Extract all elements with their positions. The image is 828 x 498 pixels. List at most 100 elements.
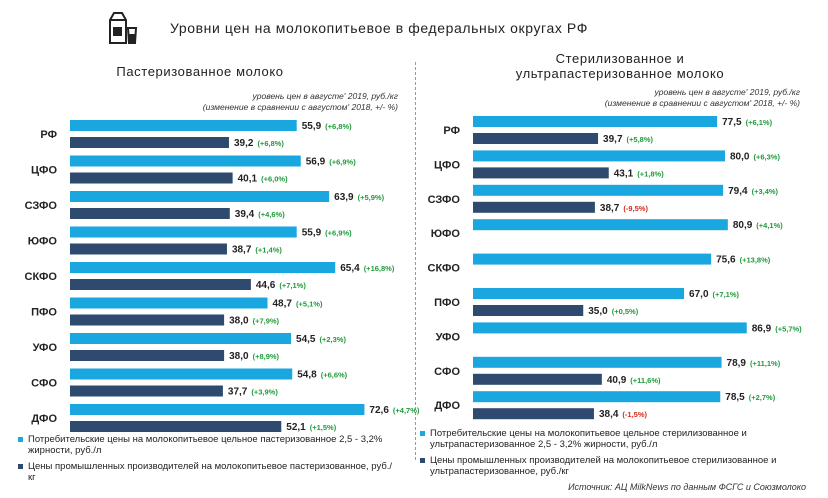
category-label: ДФО: [31, 413, 57, 425]
bar-producer: [473, 133, 599, 144]
legend-label: Потребительские цены на молокопитьевое ц…: [430, 428, 747, 450]
right-note-line2: (изменение в сравнении с августом' 2018,…: [604, 98, 800, 108]
bar-producer: [473, 167, 609, 179]
milk-carton-and-glass-icon: [109, 12, 138, 44]
category-label: СФО: [31, 378, 57, 390]
bar-consumer: [70, 368, 293, 380]
data-label: 77,5 (+6,1%): [722, 117, 772, 128]
bar-consumer: [70, 333, 292, 344]
left-panel-title: Пастеризованное молоко: [116, 64, 284, 79]
category-label: СЗФО: [25, 200, 58, 212]
data-label: 39,2 (+6,8%): [234, 138, 284, 149]
legend-item-producer: Цены промышленных производителей на моло…: [420, 455, 812, 477]
legend-swatch-producer: [420, 458, 425, 463]
category-label: ДФО: [434, 400, 460, 412]
data-label: 55,9 (+6,8%): [302, 121, 352, 132]
data-label: 39,4 (+4,6%): [235, 209, 285, 220]
bar-producer: [70, 314, 225, 326]
data-label: 79,4 (+3,4%): [728, 186, 778, 197]
category-label: ПФО: [434, 297, 460, 309]
data-label: 67,0 (+7,1%): [689, 289, 739, 300]
legend-swatch-consumer: [420, 431, 425, 436]
bar-consumer: [70, 404, 365, 415]
bar-producer: [70, 385, 223, 397]
data-label: 65,4 (+16,8%): [340, 263, 395, 274]
bar-consumer: [473, 219, 728, 231]
bar-consumer: [473, 116, 718, 127]
data-label: 39,7 (+5,8%): [603, 134, 653, 145]
legend-swatch-producer: [18, 464, 23, 469]
bar-consumer: [70, 120, 297, 131]
data-label: 40,9 (+11,6%): [607, 375, 661, 386]
legend-label: Потребительские цены на молокопитьевое ц…: [28, 434, 383, 456]
data-label: 72,6 (+4,7%): [369, 405, 419, 416]
left-bar-chart: РФ 55,9 (+6,8%) 39,2 (+6,8%) ЦФО 56,9 (+6,9%) 40…: [25, 120, 420, 433]
bar-consumer: [473, 288, 685, 299]
panel-divider: [415, 62, 416, 460]
bar-consumer: [70, 191, 330, 202]
data-label: 38,0 (+8,9%): [229, 351, 279, 362]
bar-consumer: [70, 297, 268, 309]
data-label: 38,7 (-9,5%): [600, 203, 649, 214]
legend-item-producer: Цены промышленных производителей на моло…: [18, 461, 398, 483]
source-note: Источник: АЦ MilkNews по данным ФСГС и С…: [568, 482, 806, 492]
data-label: 37,7 (+3,9%): [228, 387, 278, 398]
data-label: 78,9 (+11,1%): [727, 358, 781, 369]
page-title: Уровни цен на молокопитьевое в федеральн…: [170, 20, 588, 36]
data-label: 56,9 (+6,9%): [306, 157, 356, 168]
right-title-line2: ультрапастеризованное молоко: [515, 66, 725, 81]
data-label: 52,1 (+1,5%): [286, 422, 336, 433]
data-label: 38,4 (-1,5%): [599, 409, 648, 420]
data-label: 43,1 (+1,8%): [614, 168, 664, 179]
right-panel-note: уровень цен в августе' 2019, руб./кг (из…: [530, 87, 800, 109]
bar-consumer: [70, 262, 336, 273]
right-title-line1: Стерилизованное и: [555, 51, 685, 66]
bar-consumer: [70, 226, 297, 238]
data-label: 86,9 (+5,7%): [752, 323, 802, 334]
bar-consumer: [473, 184, 724, 196]
legend-swatch-consumer: [18, 437, 23, 442]
data-label: 44,6 (+7,1%): [256, 280, 306, 291]
category-label: ЦФО: [31, 165, 57, 177]
category-label: УФО: [436, 331, 461, 343]
category-label: РФ: [443, 125, 460, 137]
category-label: СКФО: [428, 263, 461, 275]
category-label: ЮФО: [431, 228, 461, 240]
category-label: СФО: [434, 366, 460, 378]
bar-producer: [473, 373, 602, 385]
data-label: 80,0 (+6,3%): [730, 151, 780, 162]
legend-label: Цены промышленных производителей на моло…: [28, 461, 393, 483]
bar-producer: [473, 408, 594, 420]
bar-producer: [70, 421, 282, 432]
bar-producer: [70, 350, 225, 361]
category-label: СКФО: [25, 271, 58, 283]
data-label: 40,1 (+6,0%): [238, 174, 288, 185]
data-label: 54,8 (+6,6%): [297, 370, 347, 381]
data-label: 35,0 (+0,5%): [588, 306, 638, 317]
data-label: 54,5 (+2,3%): [296, 334, 346, 345]
bar-producer: [70, 243, 227, 255]
right-panel-title: Стерилизованное и ультрапастеризованное …: [480, 51, 760, 81]
right-note-line1: уровень цен в августе' 2019, руб./кг: [654, 87, 801, 97]
left-note-line1: уровень цен в августе' 2019, руб./кг: [252, 91, 399, 101]
right-legend: Потребительские цены на молокопитьевое ц…: [420, 428, 812, 482]
data-label: 63,9 (+5,9%): [334, 192, 384, 203]
category-label: ЮФО: [28, 236, 58, 248]
legend-item-consumer: Потребительские цены на молокопитьевое ц…: [18, 434, 398, 456]
category-label: РФ: [40, 129, 57, 141]
data-label: 38,0 (+7,9%): [229, 316, 279, 327]
bar-consumer: [70, 155, 301, 167]
bar-producer: [70, 208, 230, 219]
bar-consumer: [473, 322, 747, 334]
category-label: ПФО: [31, 307, 57, 319]
legend-item-consumer: Потребительские цены на молокопитьевое ц…: [420, 428, 812, 450]
left-note-line2: (изменение в сравнении с августом' 2018,…: [202, 102, 398, 112]
data-label: 38,7 (+1,4%): [232, 245, 282, 256]
bar-consumer: [473, 391, 721, 403]
data-label: 48,7 (+5,1%): [273, 299, 323, 310]
category-label: УФО: [33, 342, 58, 354]
data-label: 80,9 (+4,1%): [733, 220, 783, 231]
data-label: 78,5 (+2,7%): [725, 392, 775, 403]
bar-consumer: [473, 356, 722, 368]
bar-producer: [473, 201, 595, 213]
